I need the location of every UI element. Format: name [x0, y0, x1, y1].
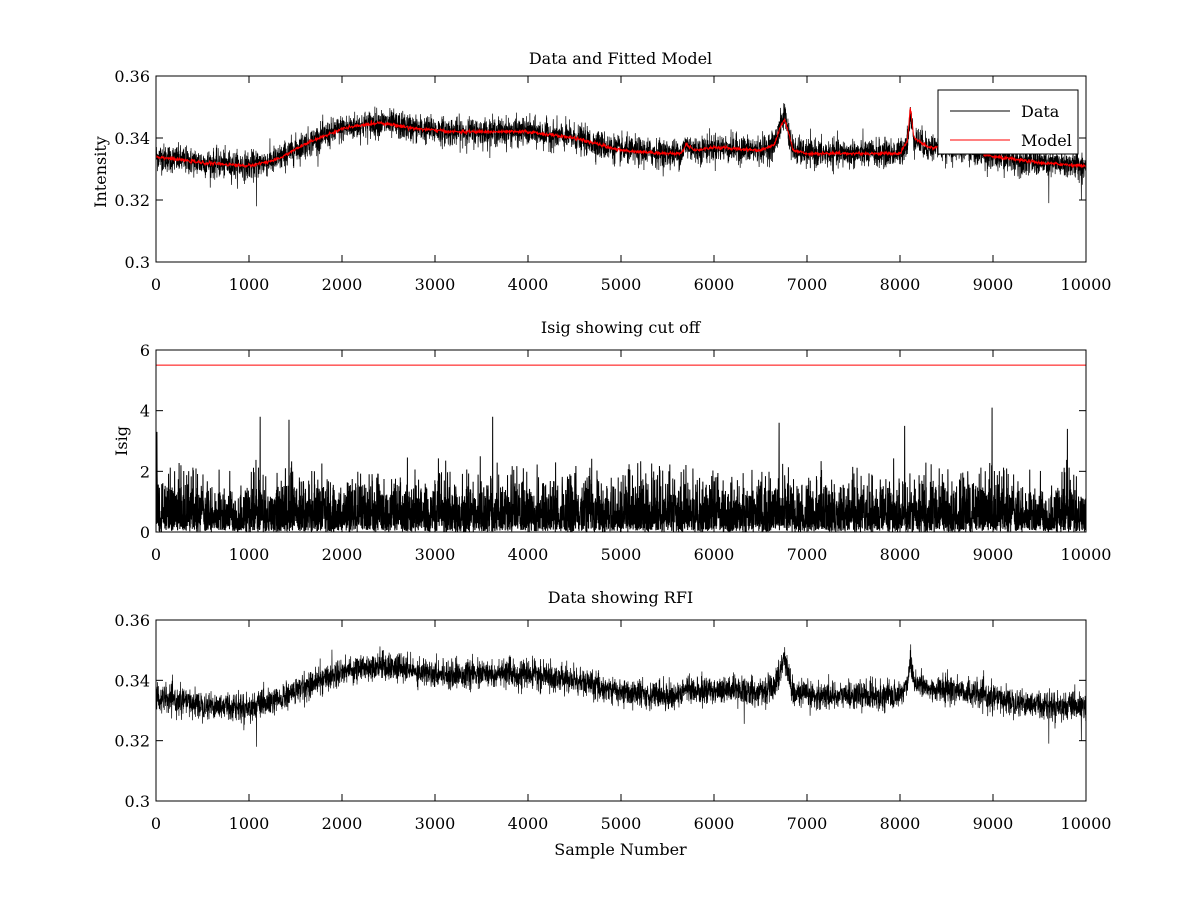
y-tick-label: 0	[140, 523, 150, 542]
x-tick-label: 8000	[880, 814, 921, 833]
x-tick-label: 9000	[973, 545, 1014, 564]
x-tick-label: 0	[151, 275, 161, 294]
x-tick-label: 5000	[601, 814, 642, 833]
x-tick-label: 6000	[694, 814, 735, 833]
legend-box	[937, 89, 1079, 155]
panel-2-ylabel: Isig	[112, 426, 131, 456]
x-tick-label: 10000	[1061, 275, 1112, 294]
x-tick-label: 1000	[229, 814, 270, 833]
panel-1: Data and Fitted Model Intensity 0 1000 200…	[91, 49, 1111, 294]
panel-1-title: Data and Fitted Model	[529, 49, 712, 68]
panel-2-title: Isig showing cut off	[541, 318, 702, 337]
panel-3-title: Data showing RFI	[548, 588, 693, 607]
panel-1-plot-area: 0 1000 2000 3000 4000 5000 6000 7000 8000 9000 100…	[114, 67, 1111, 294]
legend-label-model: Model	[1021, 131, 1072, 150]
x-tick-label: 2000	[322, 275, 363, 294]
y-tick-label: 0.3	[125, 253, 150, 272]
y-tick-label: 0.36	[114, 67, 150, 86]
y-tick-label: 0.32	[114, 191, 150, 210]
x-tick-label: 0	[151, 545, 161, 564]
y-tick-label: 6	[140, 341, 150, 360]
x-tick-label: 8000	[880, 275, 921, 294]
x-tick-label: 3000	[415, 275, 456, 294]
x-tick-label: 9000	[973, 814, 1014, 833]
x-tick-label: 4000	[508, 545, 549, 564]
x-tick-label: 2000	[322, 814, 363, 833]
x-tick-label: 1000	[229, 275, 270, 294]
x-tick-label: 1000	[229, 545, 270, 564]
x-tick-label: 3000	[415, 814, 456, 833]
x-tick-label: 9000	[973, 275, 1014, 294]
x-tick-label: 3000	[415, 545, 456, 564]
panel-1-ylabel: Intensity	[91, 136, 110, 208]
legend-label-data: Data	[1021, 102, 1060, 121]
x-tick-label: 2000	[322, 545, 363, 564]
panel-3: Data showing RFI Sample Number 0 1000 2000…	[114, 588, 1111, 859]
x-tick-label: 0	[151, 814, 161, 833]
panel-3-xlabel: Sample Number	[554, 840, 687, 859]
x-tick-label: 4000	[508, 814, 549, 833]
panel-1-legend: Data Model	[937, 89, 1079, 155]
y-tick-label: 0.34	[114, 671, 150, 690]
panel-2: Isig showing cut off Isig 0 1000 2000 3000 4…	[112, 318, 1111, 564]
x-tick-label: 5000	[601, 275, 642, 294]
x-tick-label: 6000	[694, 545, 735, 564]
y-tick-label: 0.36	[114, 611, 150, 630]
series-line-model	[156, 107, 1086, 169]
x-tick-label: 5000	[601, 545, 642, 564]
x-tick-label: 6000	[694, 275, 735, 294]
y-tick-label: 2	[140, 462, 150, 481]
x-tick-label: 7000	[787, 275, 828, 294]
y-tick-label: 0.34	[114, 129, 150, 148]
x-tick-label: 7000	[787, 814, 828, 833]
x-tick-label: 4000	[508, 275, 549, 294]
panel-3-plot-area: 0 1000 2000 3000 4000 5000 6000 7000 8000 9000 100…	[114, 611, 1111, 833]
x-tick-label: 7000	[787, 545, 828, 564]
panel-2-plot-area: 0 1000 2000 3000 4000 5000 6000 7000 8000 9000 100…	[140, 341, 1112, 564]
y-tick-label: 4	[140, 402, 150, 421]
x-tick-label: 8000	[880, 545, 921, 564]
x-tick-label: 10000	[1061, 545, 1112, 564]
x-tick-label: 10000	[1061, 814, 1112, 833]
series-line-data	[156, 644, 1086, 747]
y-tick-label: 0.3	[125, 792, 150, 811]
y-tick-label: 0.32	[114, 732, 150, 751]
